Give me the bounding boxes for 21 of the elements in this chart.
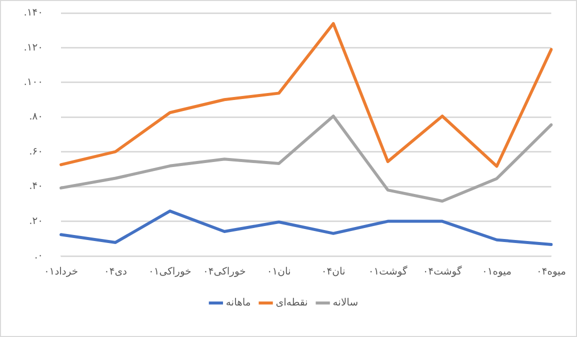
x-tick-label: خوراکی۰۱	[148, 266, 192, 278]
y-tick-label: ۰.	[34, 250, 43, 262]
x-tick-label: دی۰۴	[104, 266, 127, 278]
x-tick-label: میوه۰۱	[482, 266, 512, 278]
x-tick-label: گوشت۰۴	[422, 266, 462, 278]
y-tick-label: ۱۰۰.	[24, 77, 43, 88]
x-tick-label: خرداد۰۱	[44, 266, 78, 278]
y-tick-label: ۱۴۰.	[24, 8, 43, 19]
x-tick-label: میوه۰۴	[536, 266, 566, 278]
legend-label: نقطه‌ای	[276, 298, 308, 309]
x-tick-label: نان۰۴	[321, 266, 346, 278]
y-tick-label: ۴۰.	[29, 181, 43, 192]
legend-label: ماهانه	[226, 298, 251, 309]
y-tick-label: ۶۰.	[29, 146, 43, 158]
x-tick-label: گوشت۰۱	[368, 266, 408, 278]
legend-label: سالانه	[332, 298, 358, 309]
y-tick-label: ۸۰.	[29, 112, 43, 123]
x-tick-label: نان۰۱	[266, 266, 291, 278]
y-tick-label: ۲۰.	[29, 216, 43, 227]
x-tick-label: خوراکی۰۴	[203, 266, 246, 278]
y-tick-label: ۱۲۰.	[24, 42, 43, 54]
